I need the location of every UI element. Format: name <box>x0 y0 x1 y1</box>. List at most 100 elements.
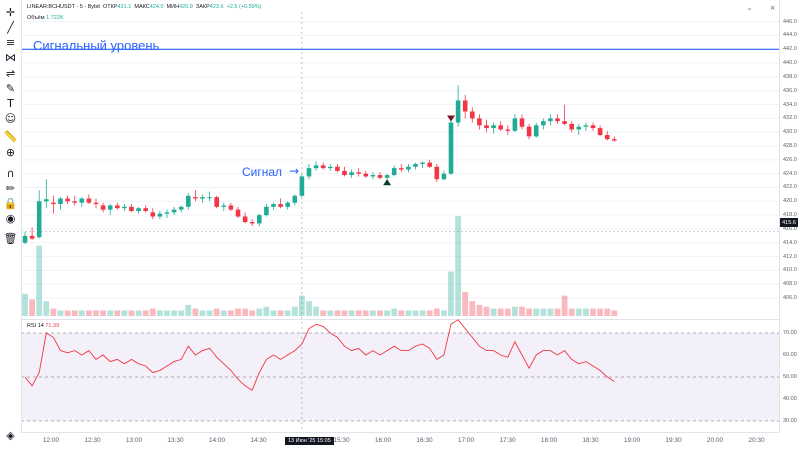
volume-bar <box>327 310 334 316</box>
candle-body <box>406 166 411 170</box>
signal-level-text[interactable]: Сигнальный уровень <box>33 38 160 53</box>
candle-body <box>434 166 440 180</box>
volume-bar <box>334 310 341 316</box>
eye-icon[interactable]: ◉ <box>5 212 16 225</box>
candle-body <box>207 197 212 199</box>
signal-text[interactable]: Сигнал <box>242 165 283 179</box>
price-tick-label: 424.0 <box>783 170 797 177</box>
brush-icon[interactable]: ✎ <box>5 82 16 95</box>
candle-body <box>413 164 418 167</box>
arrow-icon[interactable]: → <box>289 164 300 178</box>
crosshair-date-badge: 13 Июн '25 15:05 <box>285 437 334 445</box>
price-tick-label: 436.0 <box>783 87 797 94</box>
trash-icon[interactable]: 🗑 <box>3 232 18 245</box>
volume-bar <box>242 308 248 316</box>
candle-body <box>597 128 603 135</box>
close-label: ЗАКР <box>195 4 210 10</box>
volume-bar <box>348 310 355 316</box>
candle-body <box>569 123 574 130</box>
lock-drawings-icon[interactable]: ✏ <box>5 182 16 195</box>
candle-body <box>86 198 92 203</box>
volume-bar <box>448 271 454 316</box>
candle-body <box>36 201 42 238</box>
volume-bar <box>93 310 99 316</box>
candle-body <box>129 206 134 211</box>
rsi-legend[interactable]: RSI 14 71.39 <box>27 323 59 329</box>
time-tick-label: 12:30 <box>84 437 101 444</box>
lock-icon[interactable]: 🔒 <box>3 197 18 210</box>
rsi-tick-label: 50.00 <box>783 374 797 380</box>
candle-body <box>541 121 546 126</box>
volume-bar <box>519 306 525 316</box>
price-tick-label: 426.0 <box>783 156 797 163</box>
candle-body <box>214 197 219 207</box>
volume-bar <box>43 301 50 316</box>
volume-label: Объём <box>27 15 45 21</box>
rsi-tick-label: 40.00 <box>783 396 797 402</box>
price-tick-label: 428.0 <box>783 143 797 150</box>
time-tick-label: 13:30 <box>167 437 184 444</box>
magnet-icon[interactable]: ∩ <box>6 167 15 180</box>
volume-bar <box>604 308 611 316</box>
volume-bar <box>561 295 568 316</box>
volume-bar <box>149 308 156 316</box>
volume-bar <box>597 308 603 316</box>
volume-bar <box>313 306 319 316</box>
rsi-line <box>24 319 615 391</box>
candle-body <box>186 195 191 207</box>
symbol-name[interactable]: LINEAR:BCHUSDT · 5 · Bybit <box>27 4 100 10</box>
crosshair-icon[interactable]: ✛ <box>5 6 16 19</box>
ruler-icon[interactable]: 📏 <box>3 130 18 143</box>
symbol-legend: LINEAR:BCHUSDT · 5 · Bybit ОТКР421.1 МАК… <box>27 4 261 10</box>
pattern-icon[interactable]: ⋈ <box>5 51 16 64</box>
candle-body <box>157 213 163 217</box>
price-tick-label: 432.0 <box>783 115 797 122</box>
price-scale[interactable]: 446.0 444.0 442.0 440.0 438.0 436.0 434.0 432.0… <box>779 0 800 432</box>
rsi-tick-label: 70.00 <box>783 330 797 336</box>
volume-bar <box>192 308 199 316</box>
volume-bar <box>568 308 575 316</box>
candle-body <box>58 198 63 205</box>
price-tick-label: 430.0 <box>783 129 797 136</box>
volume-bar <box>370 310 376 316</box>
layers-icon[interactable]: ◈ <box>6 429 15 442</box>
volume-bar <box>490 308 497 316</box>
volume-bar <box>384 310 390 316</box>
volume-bar <box>575 308 582 316</box>
volume-bar <box>412 310 419 316</box>
price-tick-label: 408.0 <box>783 281 797 288</box>
price-tick-label: 440.0 <box>783 60 797 67</box>
close-icon[interactable]: × <box>769 3 776 12</box>
price-tick-label: 438.0 <box>783 73 797 80</box>
volume-bar <box>64 310 71 316</box>
candle-body <box>122 206 127 209</box>
candle-body <box>533 125 539 137</box>
candle-body <box>299 176 305 196</box>
time-scale[interactable]: 12:00 12:30 13:00 13:30 14:00 14:30 15:30 16:00… <box>21 432 779 451</box>
candle-body <box>51 202 56 205</box>
text-icon[interactable]: T <box>7 97 14 110</box>
volume-bar <box>135 310 142 316</box>
time-tick-label: 18:00 <box>540 437 558 444</box>
volume-bar <box>291 306 298 316</box>
candle-body <box>462 100 468 112</box>
candle-body <box>79 198 85 203</box>
time-tick-label: 14:00 <box>208 437 226 444</box>
volume-bar <box>270 310 277 316</box>
volume-legend[interactable]: Объём 1.722K <box>27 15 64 21</box>
fib-icon[interactable]: ≡ <box>5 36 16 49</box>
trend-line-icon[interactable]: ╱ <box>7 21 14 34</box>
zoom-icon[interactable]: ⊕ <box>5 146 16 159</box>
volume-bar <box>199 310 206 316</box>
projection-icon[interactable]: ⇌ <box>5 67 16 80</box>
candle-body <box>115 205 120 209</box>
arrow-down-icon[interactable]: ⌄ <box>746 3 753 12</box>
volume-bar <box>533 308 540 316</box>
volume-bar <box>469 301 476 316</box>
candle-body <box>107 205 113 210</box>
volume-bar <box>433 308 440 316</box>
candle-body <box>136 208 141 211</box>
emoji-icon[interactable]: ☺ <box>4 112 17 125</box>
volume-bar <box>419 310 426 316</box>
